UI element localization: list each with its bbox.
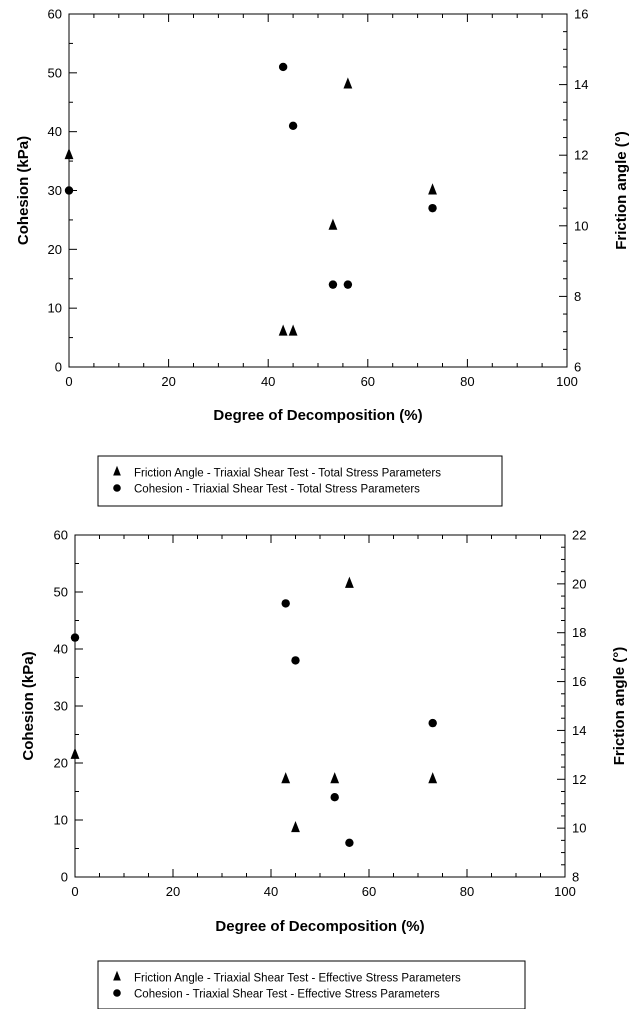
y-right-tick-label: 16 [572, 674, 586, 689]
x-tick-label: 80 [460, 374, 474, 389]
legend-circle-icon [113, 989, 121, 997]
y-right-tick-label: 10 [574, 218, 588, 233]
chart-effective-stress: 0 20 40 60 80 100 0 10 20 30 40 50 60 8 10 12 14 16 18 20 22… [20, 528, 628, 1010]
y-left-tick-label: 0 [55, 360, 62, 375]
x-axis-title: Degree of Decomposition (%) [213, 407, 422, 424]
y-right-tick-label: 6 [574, 360, 581, 375]
data-point-friction-angle [281, 772, 291, 784]
y-right-tick-label: 22 [572, 528, 586, 543]
x-tick-label: 100 [556, 374, 578, 389]
legend-box [97, 455, 503, 507]
legend-triangle-icon [113, 970, 121, 981]
data-point-cohesion [330, 793, 339, 802]
data-point-friction-angle [70, 747, 80, 759]
y-right-tick-label: 12 [572, 772, 586, 787]
y-left-tick-label: 20 [54, 756, 68, 771]
y-left-tick-label: 0 [61, 870, 68, 885]
legend-box [97, 960, 526, 1010]
x-tick-label: 0 [65, 374, 72, 389]
y-left-tick-label: 30 [48, 183, 62, 198]
y-left-tick-label: 10 [54, 813, 68, 828]
data-point-friction-angle [291, 820, 300, 833]
y-left-tick-label: 10 [48, 301, 62, 316]
y-right-tick-label: 8 [574, 289, 581, 304]
x-tick-label: 20 [166, 884, 180, 899]
y-left-tick-label: 20 [48, 242, 62, 257]
data-point-friction-angle [64, 148, 74, 160]
data-point-friction-angle [330, 772, 340, 784]
y-left-tick-label: 30 [54, 699, 68, 714]
data-point-cohesion [70, 633, 80, 642]
x-tick-label: 60 [361, 374, 375, 389]
data-point-cohesion [328, 280, 338, 289]
y-left-tick-label: 40 [48, 124, 62, 139]
x-tick-label: 40 [261, 374, 275, 389]
data-point-cohesion [345, 838, 354, 847]
y-left-tick-label: 50 [54, 585, 68, 600]
x-tick-label: 40 [264, 884, 278, 899]
data-point-friction-angle [345, 576, 354, 588]
x-axis-title: Degree of Decomposition (%) [215, 918, 424, 935]
y-left-tick-label: 60 [48, 7, 62, 22]
legend-circle-icon [113, 484, 121, 492]
x-tick-label: 0 [71, 884, 78, 899]
data-point-cohesion [428, 203, 437, 213]
y-left-axis-title: Cohesion (kPa) [20, 651, 37, 760]
y-left-axis-title: Cohesion (kPa) [15, 136, 32, 245]
y-left-tick-label: 50 [48, 65, 62, 80]
y-left-tick-label: 40 [54, 642, 68, 657]
y-right-tick-label: 10 [572, 821, 586, 836]
data-point-cohesion [428, 718, 437, 728]
data-point-friction-angle [278, 324, 288, 336]
y-right-tick-label: 16 [574, 7, 588, 22]
legend-triangle-icon [113, 465, 121, 476]
data-point-cohesion [281, 599, 290, 608]
plot-frame [74, 534, 566, 878]
y-right-tick-label: 18 [572, 625, 586, 640]
plot-frame [68, 13, 568, 368]
data-point-cohesion [291, 656, 300, 665]
legend-entry-label: Cohesion - Triaxial Shear Test - Effecti… [134, 989, 440, 1001]
y-right-tick-label: 20 [572, 576, 586, 591]
y-right-tick-label: 8 [572, 870, 579, 885]
x-tick-label: 60 [362, 884, 376, 899]
y-right-axis-title: Friction angle (°) [611, 647, 628, 766]
data-point-friction-angle [428, 183, 437, 195]
x-tick-label: 100 [554, 884, 576, 899]
data-point-friction-angle [343, 77, 353, 89]
legend-entry-label: Friction Angle - Triaxial Shear Test - E… [134, 973, 461, 985]
data-point-friction-angle [288, 324, 298, 336]
x-tick-label: 20 [161, 374, 175, 389]
y-right-tick-label: 14 [572, 723, 586, 738]
y-left-tick-label: 60 [54, 528, 68, 543]
data-point-friction-angle [328, 218, 338, 230]
y-right-tick-label: 14 [574, 77, 588, 92]
y-right-tick-label: 12 [574, 148, 588, 163]
x-tick-label: 80 [460, 884, 474, 899]
data-point-cohesion [288, 121, 298, 130]
data-point-cohesion [343, 280, 353, 289]
data-point-cohesion [64, 186, 74, 195]
legend-entry-label: Friction Angle - Triaxial Shear Test - T… [134, 468, 441, 480]
data-point-cohesion [278, 62, 288, 72]
chart-total-stress: 0 20 40 60 80 100 0 10 20 30 40 50 60 6 8 10 12 14 16 Degre… [15, 7, 630, 507]
y-right-axis-title: Friction angle (°) [613, 131, 630, 250]
legend-entry-label: Cohesion - Triaxial Shear Test - Total S… [134, 484, 420, 496]
data-point-friction-angle [428, 772, 438, 784]
